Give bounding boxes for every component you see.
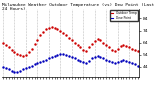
- Legend: Outdoor Temp, Dew Point: Outdoor Temp, Dew Point: [110, 10, 138, 21]
- Text: Milwaukee Weather Outdoor Temperature (vs) Dew Point (Last 24 Hours): Milwaukee Weather Outdoor Temperature (v…: [2, 3, 154, 11]
